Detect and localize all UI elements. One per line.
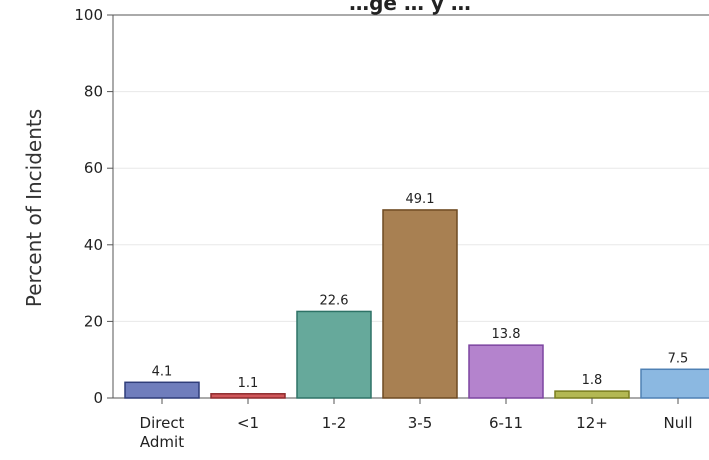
bar-value-label: 7.5 bbox=[668, 351, 689, 366]
chart-title: …ge … y … bbox=[349, 0, 471, 15]
x-category-label: 3-5 bbox=[408, 414, 433, 432]
bar bbox=[554, 390, 630, 399]
x-category-label: 1-2 bbox=[322, 414, 347, 432]
y-tick-label: 100 bbox=[74, 6, 103, 24]
x-category-label: 12+ bbox=[576, 414, 608, 432]
x-category-label: <1 bbox=[237, 414, 259, 432]
y-tick-label: 0 bbox=[93, 389, 103, 407]
y-tick-label: 20 bbox=[84, 312, 103, 330]
x-category-label: Direct Admit bbox=[140, 414, 185, 451]
bar bbox=[468, 344, 544, 399]
x-category-label: Null bbox=[663, 414, 692, 432]
bar-value-label: 4.1 bbox=[152, 364, 173, 379]
x-category-label: 6-11 bbox=[489, 414, 523, 432]
y-axis-title: Percent of Incidents bbox=[22, 109, 46, 307]
bars bbox=[124, 209, 709, 399]
bar-value-label: 1.8 bbox=[582, 373, 603, 388]
x-axis-labels: Direct Admit <1 1-2 3-5 6-11 12+ Null bbox=[140, 398, 693, 451]
y-tick-label: 60 bbox=[84, 159, 103, 177]
y-tick-label: 80 bbox=[84, 83, 103, 101]
data-labels: 4.1 1.1 22.6 49.1 13.8 1.8 7.5 bbox=[152, 192, 689, 391]
bar bbox=[210, 393, 286, 399]
bar-value-label: 22.6 bbox=[320, 293, 349, 308]
bar bbox=[640, 368, 709, 399]
bar bbox=[382, 209, 458, 399]
bar-value-label: 49.1 bbox=[406, 192, 435, 207]
y-axis-ticks: 0 20 40 60 80 100 bbox=[74, 6, 113, 407]
y-tick-label: 40 bbox=[84, 236, 103, 254]
bar bbox=[124, 381, 200, 399]
bar bbox=[296, 310, 372, 399]
bar-value-label: 13.8 bbox=[492, 327, 521, 342]
bar-value-label: 1.1 bbox=[238, 376, 259, 391]
